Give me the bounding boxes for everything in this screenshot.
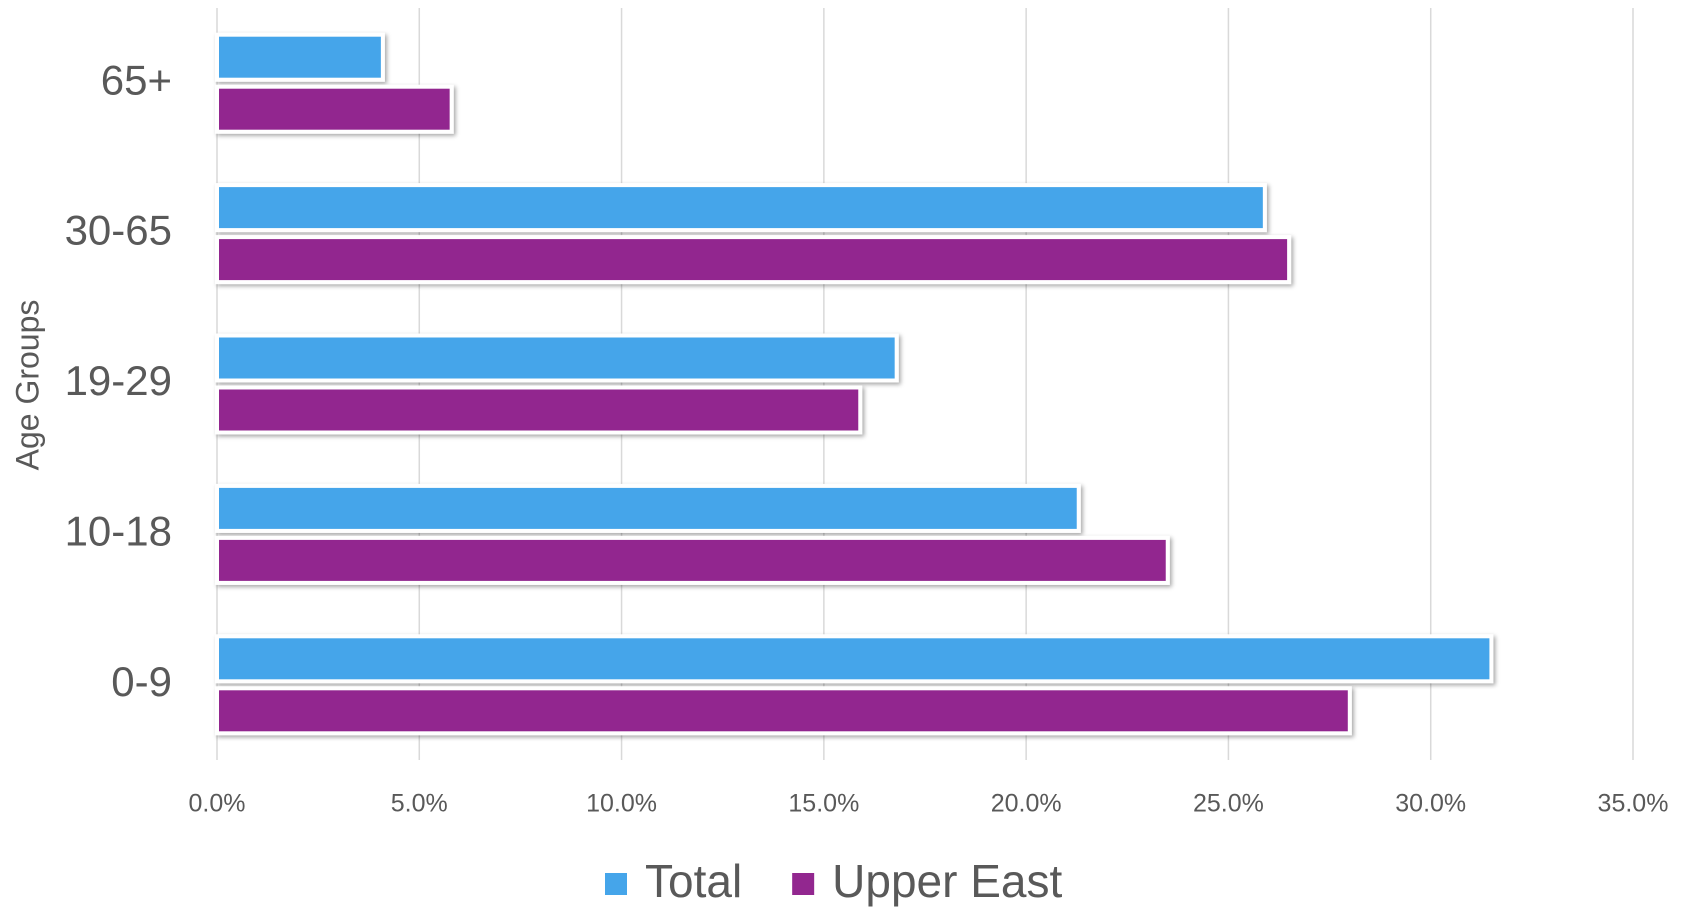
x-tick-label: 15.0% — [788, 790, 859, 818]
bar — [215, 235, 1292, 285]
x-tick-label: 35.0% — [1598, 790, 1669, 818]
x-tick-label: 5.0% — [391, 790, 448, 818]
y-tick-label: 30-65 — [65, 207, 172, 254]
y-tick-label: 65+ — [101, 56, 172, 103]
x-tick-label: 0.0% — [189, 790, 246, 818]
bar — [215, 333, 899, 383]
y-axis-title: Age Groups — [9, 300, 45, 471]
x-tick-label: 25.0% — [1193, 790, 1264, 818]
bar — [215, 535, 1170, 585]
legend-swatch — [605, 873, 627, 895]
y-tick-label: 0-9 — [111, 658, 172, 705]
bar — [215, 84, 454, 134]
legend-label: Upper East — [832, 855, 1062, 907]
x-tick-label: 10.0% — [586, 790, 657, 818]
x-tick-label: 20.0% — [991, 790, 1062, 818]
bar — [215, 686, 1352, 736]
legend-label: Total — [645, 855, 742, 907]
bar — [215, 32, 385, 82]
bar — [215, 183, 1267, 233]
bar — [215, 385, 863, 435]
legend-swatch — [792, 873, 815, 895]
x-tick-label: 30.0% — [1395, 790, 1466, 818]
y-tick-label: 19-29 — [65, 357, 172, 404]
bar — [215, 483, 1081, 533]
y-tick-label: 10-18 — [65, 507, 172, 554]
bar — [215, 634, 1494, 684]
